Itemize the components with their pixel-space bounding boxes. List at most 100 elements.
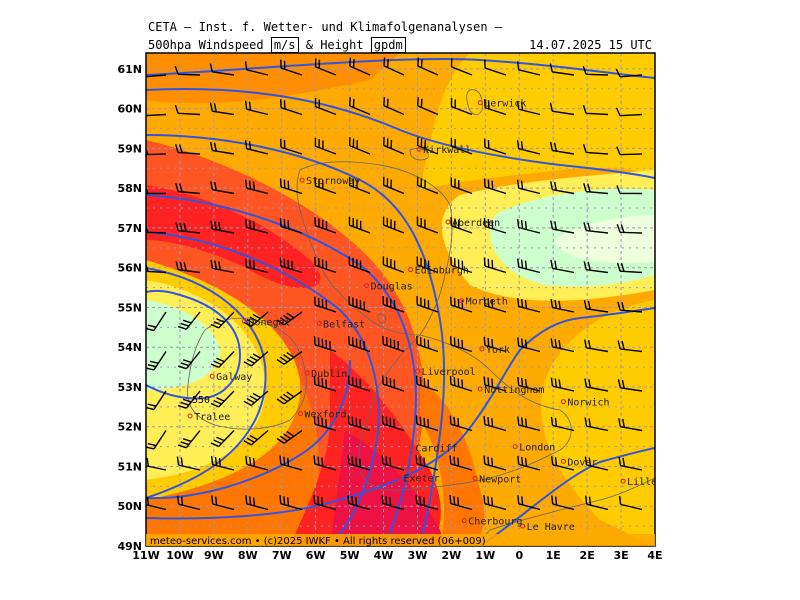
wind-barb <box>146 74 167 78</box>
wind-barb <box>314 256 337 274</box>
wind-barb <box>483 138 507 155</box>
city-label: Belfast <box>323 319 365 330</box>
coast-shetland <box>466 89 483 115</box>
wind-barb <box>210 181 235 195</box>
wind-barb <box>210 351 235 369</box>
wind-barb <box>146 457 167 471</box>
lon-label: 3E <box>613 549 628 562</box>
wind-barb <box>416 335 439 353</box>
city-marker <box>297 411 303 417</box>
wind-barb <box>417 57 439 76</box>
wind-barb <box>516 140 541 155</box>
lon-label: 4E <box>647 549 662 562</box>
lat-label: 49N <box>117 540 142 553</box>
lat-label: 59N <box>117 142 142 155</box>
city-label: Stornoway <box>306 176 360 187</box>
wind-barb <box>276 350 303 365</box>
wind-barb <box>615 107 643 117</box>
city-marker <box>304 370 310 376</box>
city-label: Kirkwall <box>423 145 471 156</box>
wind-barb <box>549 63 575 76</box>
wind-barb <box>313 375 337 392</box>
wind-barb <box>415 415 439 432</box>
city-label: Lille <box>627 477 657 488</box>
wind-barb <box>550 220 575 234</box>
lat-label: 58N <box>117 182 142 195</box>
wind-barb <box>146 311 167 332</box>
wind-barb <box>550 181 575 195</box>
wind-barb <box>583 222 609 234</box>
wind-barb <box>550 299 575 313</box>
lat-label: 51N <box>117 460 142 473</box>
wind-barb <box>483 297 507 313</box>
wind-barb <box>209 102 235 116</box>
city-label: Tralee <box>194 412 230 423</box>
lat-label: 53N <box>117 381 142 394</box>
wind-barb <box>417 97 439 116</box>
wind-barb <box>276 311 303 326</box>
wind-barb <box>449 336 473 353</box>
wind-barb <box>280 99 303 116</box>
wind-barb <box>583 261 609 274</box>
city-marker <box>445 219 451 225</box>
institute-title: CETA — Inst. f. Wetter- und Klimafolgena… <box>148 20 503 34</box>
wind-barb <box>617 301 643 313</box>
city-marker <box>479 346 485 352</box>
wind-barb <box>484 99 507 116</box>
city-marker <box>472 475 478 481</box>
wind-speed-shading <box>146 53 655 546</box>
wind-barb <box>584 417 609 432</box>
city-marker <box>241 318 247 324</box>
wind-barb <box>382 335 405 353</box>
contour-line-4 <box>146 194 417 546</box>
city-marker <box>416 146 422 152</box>
wind-barb <box>177 311 201 330</box>
wind-barb <box>584 495 609 511</box>
wind-barb <box>381 415 405 432</box>
wind-barb <box>617 340 643 353</box>
city-marker <box>187 413 193 419</box>
wind-barb <box>449 375 473 392</box>
contour-line-1 <box>146 58 655 79</box>
wind-barb <box>210 311 235 329</box>
contour-line-10 <box>479 447 655 546</box>
city-label: Dover <box>567 457 597 468</box>
lat-label: 54N <box>117 341 142 354</box>
lon-label: 2W <box>442 549 462 562</box>
lon-label: 11W <box>132 549 159 562</box>
wind-barb <box>616 146 643 156</box>
wind-band-gold-e <box>541 300 655 546</box>
wind-barb <box>244 140 269 155</box>
lat-label: 61N <box>117 63 142 76</box>
city-marker <box>396 475 402 481</box>
city-label: Lerwick <box>484 99 526 110</box>
wind-barb <box>517 219 541 234</box>
wind-barb <box>484 59 507 76</box>
wind-barb <box>245 258 269 274</box>
wind-barb <box>416 216 439 234</box>
wind-barb <box>618 418 643 432</box>
wind-barb <box>616 262 643 274</box>
wind-barb <box>348 137 371 155</box>
coast-ireland <box>187 317 307 430</box>
wind-barb <box>347 494 371 511</box>
wind-barb <box>416 137 439 155</box>
wind-barb <box>483 455 507 471</box>
city-label: Dublin <box>311 369 347 380</box>
wind-barb <box>210 456 235 471</box>
wind-barb <box>450 296 473 313</box>
wind-barb <box>416 296 439 313</box>
wind-barb <box>582 104 609 116</box>
speed-unit: m/s <box>270 37 299 53</box>
wind-barb <box>483 415 507 432</box>
product-middle: & Height <box>305 38 364 52</box>
wind-barb <box>618 456 643 471</box>
city-label: Wexford <box>304 410 346 421</box>
city-marker <box>520 523 526 529</box>
city-label: Newport <box>479 474 521 485</box>
wind-barb <box>279 217 303 234</box>
lon-label: 9W <box>204 549 224 562</box>
height-unit: gpdm <box>370 37 406 53</box>
lon-label: 3W <box>408 549 428 562</box>
wind-barb <box>382 256 405 274</box>
